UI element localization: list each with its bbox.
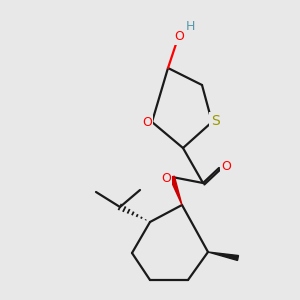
Text: S: S (211, 114, 219, 128)
Text: O: O (174, 31, 184, 44)
Text: O: O (161, 172, 171, 184)
Polygon shape (169, 176, 182, 205)
Text: H: H (185, 20, 195, 32)
Text: O: O (221, 160, 231, 173)
Polygon shape (208, 252, 238, 260)
Text: O: O (142, 116, 152, 130)
